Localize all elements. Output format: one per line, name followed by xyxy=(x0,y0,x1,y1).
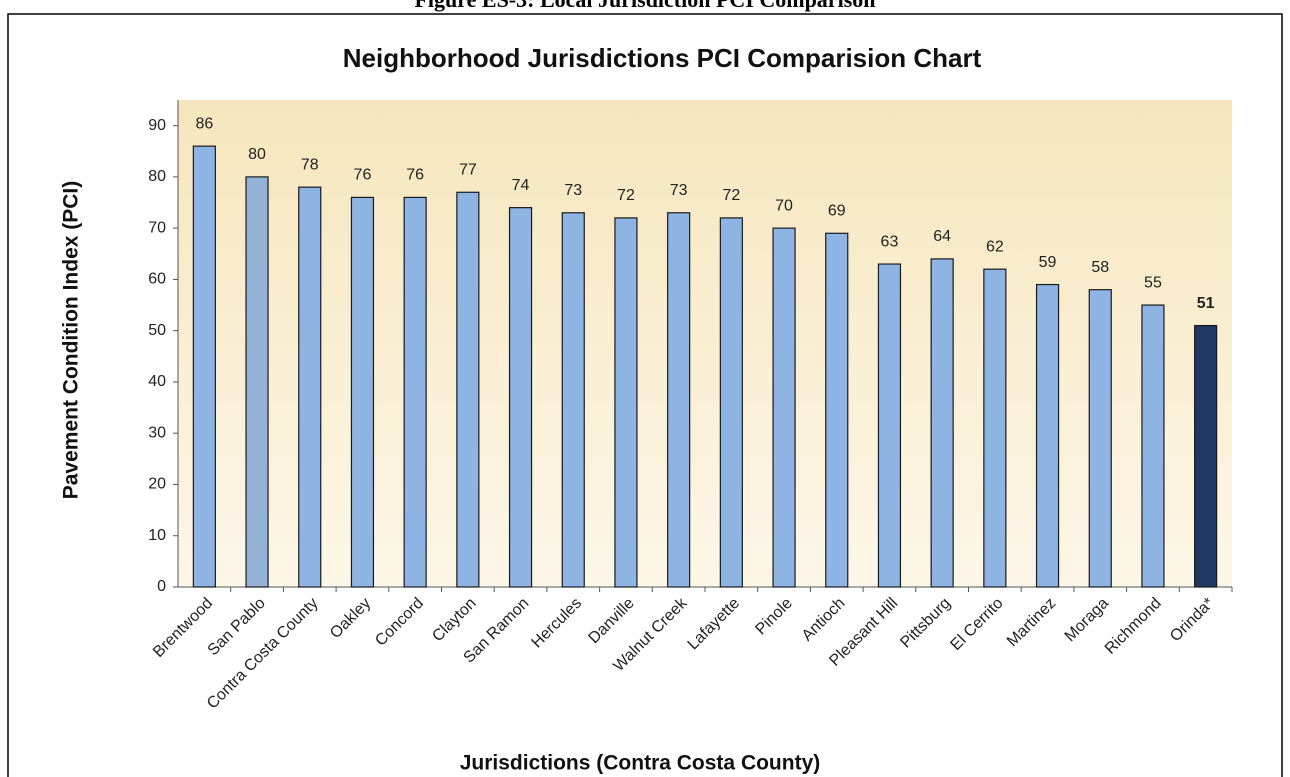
bar xyxy=(508,207,533,588)
y-tick-label: 60 xyxy=(148,271,166,288)
data-label: 76 xyxy=(354,167,372,184)
bar xyxy=(403,196,427,588)
data-label: 76 xyxy=(406,167,424,184)
data-label: 63 xyxy=(881,233,899,250)
y-tick-label: 10 xyxy=(148,527,166,544)
bar xyxy=(667,212,691,588)
data-label: 58 xyxy=(1091,259,1109,276)
data-label: 69 xyxy=(828,203,846,220)
y-tick-label: 30 xyxy=(148,424,166,441)
y-axis-title: Pavement Condition Index (PCI) xyxy=(60,181,83,500)
bar xyxy=(245,176,269,588)
bar xyxy=(877,263,902,588)
y-tick-label: 80 xyxy=(148,168,166,185)
bar xyxy=(1194,324,1218,588)
y-tick-label: 50 xyxy=(148,322,166,339)
y-tick-label: 20 xyxy=(148,476,166,493)
plot-area xyxy=(178,100,1232,587)
data-label: 77 xyxy=(459,161,477,178)
bar xyxy=(298,186,322,588)
figure-caption: Figure ES-3: Local Jurisdiction PCI Comp… xyxy=(414,0,875,12)
data-label: 72 xyxy=(722,187,740,204)
bar xyxy=(719,217,743,588)
bar xyxy=(930,258,954,588)
data-label: 72 xyxy=(617,187,635,204)
y-tick-label: 40 xyxy=(148,373,166,390)
data-label: 62 xyxy=(986,238,1004,255)
data-label: 51 xyxy=(1197,295,1215,312)
bar xyxy=(1141,304,1165,588)
chart-title: Neighborhood Jurisdictions PCI Comparisi… xyxy=(343,43,982,73)
bar xyxy=(192,145,216,588)
bar xyxy=(614,217,638,588)
bar xyxy=(983,268,1007,588)
bar xyxy=(561,212,585,588)
bar xyxy=(772,227,796,588)
data-label: 74 xyxy=(512,177,530,194)
bar xyxy=(1035,283,1060,588)
data-label: 59 xyxy=(1039,254,1057,271)
bar xyxy=(1088,289,1112,588)
data-label: 55 xyxy=(1144,274,1162,291)
y-tick-label: 0 xyxy=(157,578,166,595)
bar xyxy=(456,191,480,588)
data-label: 64 xyxy=(933,228,951,245)
data-label: 73 xyxy=(670,182,688,199)
bar xyxy=(350,196,375,588)
y-tick-label: 70 xyxy=(148,219,166,236)
data-label: 80 xyxy=(248,146,266,163)
data-label: 78 xyxy=(301,156,319,173)
y-tick-label: 90 xyxy=(148,117,166,134)
data-label: 86 xyxy=(195,115,213,132)
bar xyxy=(825,232,849,588)
data-label: 73 xyxy=(564,182,582,199)
x-axis-title: Jurisdictions (Contra Costa County) xyxy=(460,752,821,775)
data-label: 70 xyxy=(775,197,793,214)
